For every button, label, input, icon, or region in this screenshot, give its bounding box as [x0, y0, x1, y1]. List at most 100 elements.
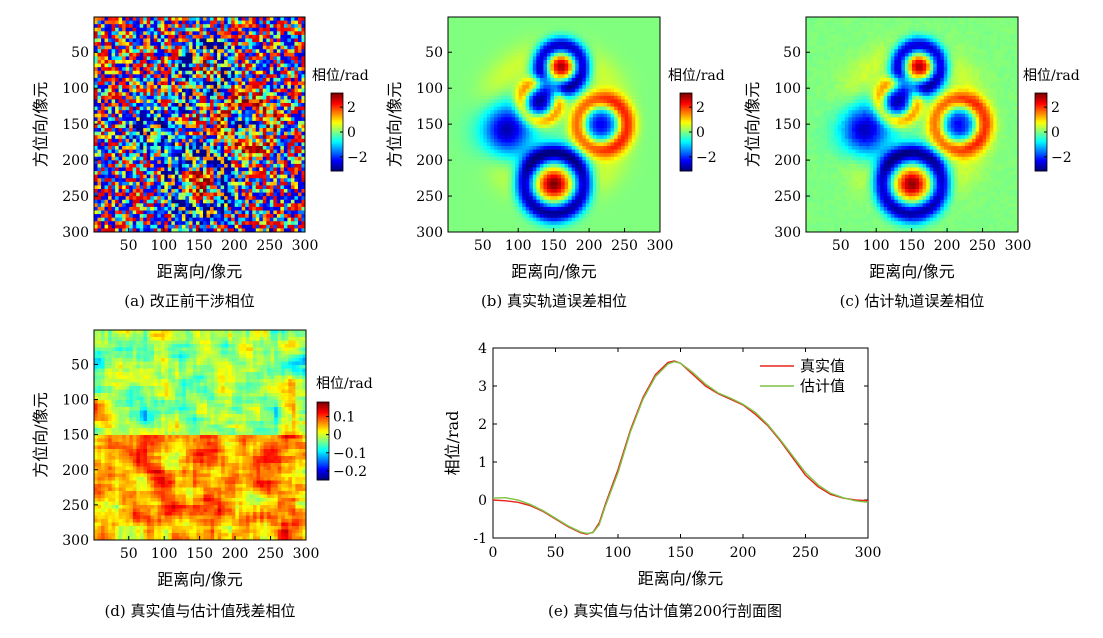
- heat-cell: [108, 99, 112, 104]
- heat-cell: [101, 224, 105, 229]
- heat-cell: [171, 49, 176, 54]
- heat-cell: [227, 49, 232, 54]
- heat-cell: [178, 178, 183, 183]
- heat-cell: [118, 146, 123, 150]
- heat-cell: [185, 120, 190, 125]
- heat-cell: [448, 67, 452, 72]
- heat-cell: [104, 113, 109, 118]
- heat-cell: [231, 81, 236, 86]
- heat-cell: [589, 92, 594, 97]
- heat-cell: [511, 31, 516, 36]
- heat-cell: [217, 67, 221, 72]
- heat-cell: [273, 38, 278, 43]
- heat-cell: [185, 24, 190, 29]
- heat-cell: [283, 185, 288, 190]
- heat-cell: [199, 120, 204, 125]
- heat-cell: [599, 70, 604, 75]
- heat-cell: [518, 56, 523, 61]
- heat-cell: [192, 181, 197, 186]
- heat-cell: [111, 206, 116, 211]
- heat-cell: [301, 113, 306, 118]
- heat-cell: [153, 210, 158, 215]
- heat-cell: [287, 153, 292, 158]
- heat-cell: [157, 189, 162, 193]
- heat-cell: [167, 56, 172, 61]
- heat-cell: [125, 135, 130, 140]
- heat-cell: [94, 196, 98, 201]
- heat-cell: [290, 49, 295, 54]
- heat-cell: [118, 17, 123, 21]
- heat-cell: [224, 124, 229, 129]
- heat-cell: [262, 214, 267, 219]
- heat-cell: [262, 38, 267, 43]
- heat-cell: [143, 74, 148, 79]
- heat-cell: [649, 20, 654, 25]
- heat-cell: [171, 88, 176, 93]
- heat-cell: [108, 92, 112, 97]
- heat-cell: [248, 74, 253, 79]
- heat-cell: [283, 99, 288, 104]
- heat-cell: [266, 192, 271, 197]
- heat-cell: [167, 67, 172, 72]
- heat-cell: [557, 34, 562, 39]
- heat-cell: [529, 95, 534, 100]
- heat-cell: [97, 56, 102, 61]
- heat-cell: [188, 171, 193, 176]
- heat-cell: [287, 163, 292, 168]
- heat-cell: [164, 27, 169, 32]
- heat-cell: [181, 85, 186, 90]
- heat-cell: [276, 52, 281, 57]
- heat-cell: [483, 27, 488, 32]
- heat-cell: [185, 163, 190, 168]
- heat-cell: [287, 138, 292, 143]
- heat-cell: [515, 24, 520, 29]
- heat-cell: [122, 92, 127, 97]
- heat-cell: [146, 128, 151, 133]
- heat-cell: [160, 27, 165, 32]
- heat-cell: [195, 217, 200, 222]
- heat-cell: [607, 77, 611, 82]
- heat-cell: [486, 17, 491, 21]
- heat-cell: [224, 88, 229, 93]
- heat-cell: [203, 17, 207, 21]
- heat-cell: [192, 42, 197, 47]
- heat-cell: [511, 67, 516, 72]
- heat-cell: [185, 113, 190, 118]
- heat-cell: [241, 124, 246, 129]
- heat-cell: [164, 156, 169, 161]
- heat-cell: [252, 52, 257, 57]
- heat-cell: [181, 99, 186, 104]
- heat-cell: [185, 117, 190, 122]
- heat-cell: [139, 174, 144, 179]
- heat-cell: [195, 117, 200, 122]
- heat-cell: [150, 27, 155, 32]
- heat-cell: [160, 77, 165, 82]
- heat-cell: [273, 34, 278, 39]
- heat-cell: [504, 60, 509, 64]
- heat-cell: [582, 31, 587, 36]
- heat-cell: [245, 27, 250, 32]
- heat-cell: [115, 38, 120, 43]
- heat-cell: [146, 228, 151, 233]
- heat-cell: [543, 81, 548, 86]
- heat-cell: [192, 27, 197, 32]
- heat-cell: [262, 210, 267, 215]
- heat-cell: [234, 74, 239, 79]
- heat-cell: [259, 160, 264, 165]
- heat-cell: [617, 70, 622, 75]
- heat-cell: [652, 31, 657, 36]
- heat-cell: [143, 99, 148, 104]
- heat-cell: [178, 192, 183, 197]
- heat-cell: [255, 38, 260, 43]
- heat-cell: [136, 77, 141, 82]
- heat-cell: [469, 85, 474, 90]
- heat-cell: [238, 56, 243, 61]
- heat-cell: [220, 49, 225, 54]
- heat-cell: [203, 74, 207, 79]
- heat-cell: [101, 156, 105, 161]
- heat-cell: [585, 45, 590, 50]
- heat-cell: [529, 74, 534, 79]
- heat-cell: [255, 149, 260, 154]
- heat-cell: [276, 88, 281, 93]
- heat-cell: [568, 31, 573, 36]
